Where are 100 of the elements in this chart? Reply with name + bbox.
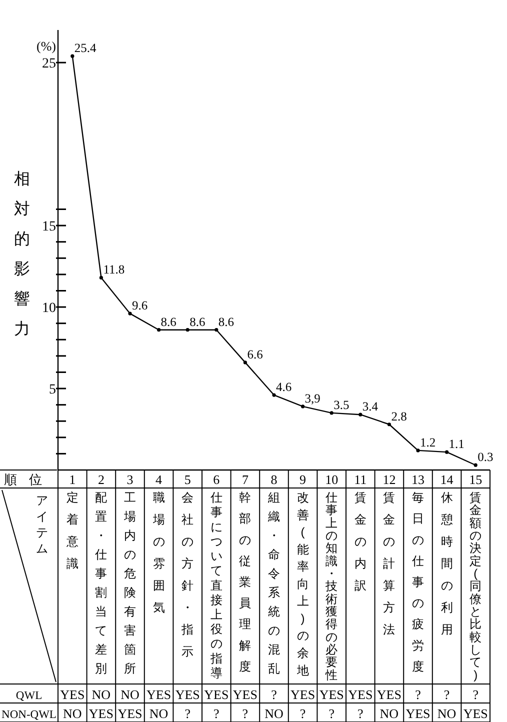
text: NO (63, 706, 82, 721)
point (445, 450, 449, 454)
point (330, 411, 334, 415)
x-tick-label: 6 (213, 472, 220, 487)
text: ? (472, 687, 479, 702)
text: アイテム (36, 494, 48, 556)
data-label: 3.5 (334, 398, 350, 412)
text: YES (175, 687, 200, 702)
text: QWL (16, 690, 42, 702)
x-tick-label: 12 (382, 472, 396, 487)
data-label: 2.8 (391, 409, 407, 424)
data-label: 3,9 (304, 391, 320, 406)
text: YES (376, 687, 402, 702)
text: 配置・仕事割当て差別 (95, 490, 108, 676)
x-tick-label: 15 (469, 472, 482, 487)
text: NO (120, 687, 140, 702)
x-tick-label: 1 (69, 472, 76, 487)
data-label: 1.2 (420, 435, 436, 450)
data-label: 4.6 (276, 380, 292, 394)
text: 賃金の計算方法 (383, 490, 396, 637)
point (243, 360, 247, 364)
text: 幹部の従業員理解度 (239, 490, 252, 674)
point (358, 412, 362, 416)
x-tick-label: 13 (412, 472, 424, 487)
text: YES (232, 687, 258, 702)
text: YES (60, 687, 85, 702)
point (157, 328, 161, 332)
data-label: 0.3 (478, 450, 494, 464)
text: YES (406, 706, 430, 721)
y-axis-title: 相対的影響力 (14, 170, 30, 338)
point (128, 312, 132, 316)
x-tick-label: 11 (354, 472, 367, 487)
text: YES (88, 706, 114, 721)
text: YES (146, 687, 172, 702)
text: ? (358, 706, 364, 721)
text: 改善(能率向上)の余地 (296, 490, 309, 678)
text: 定着意識 (65, 490, 78, 571)
text: NO (380, 706, 399, 721)
text: 毎日の仕事の疲労度 (412, 490, 424, 674)
x-tick-label: 9 (300, 472, 306, 487)
text: ? (300, 706, 306, 721)
y-tick-label: 5 (49, 382, 56, 398)
text: ? (214, 706, 220, 721)
data-label: 11.8 (103, 262, 125, 277)
text: 仕事について直接上役の指導 (210, 490, 222, 680)
text: ? (184, 706, 191, 721)
text: ? (444, 687, 450, 702)
data-label: 6.6 (247, 347, 263, 362)
text: 会社の方針・指示 (180, 490, 194, 659)
data-label: 8.6 (190, 314, 206, 329)
text: 組織・命令系統の混乱 (268, 490, 280, 676)
y-tick-label: 10 (42, 301, 56, 316)
point (99, 276, 103, 280)
point (186, 328, 190, 332)
x-tick-label: 3 (126, 472, 134, 487)
text: 順位 (4, 472, 54, 487)
point (214, 328, 218, 332)
text: YES (319, 687, 344, 702)
data-label: 3.4 (362, 400, 379, 414)
x-tick-label: 2 (98, 472, 104, 487)
point (70, 54, 74, 58)
x-tick-label: 5 (184, 472, 191, 487)
data-label: 9.6 (132, 298, 148, 313)
text: YES (118, 706, 142, 721)
data-label: 8.6 (218, 314, 234, 329)
text: YES (463, 706, 488, 721)
text: NO (437, 706, 456, 721)
x-tick-label: 4 (156, 472, 163, 487)
x-tick-label: 8 (270, 472, 278, 487)
x-tick-label: 10 (325, 472, 338, 487)
text: ? (242, 706, 248, 721)
text: ? (271, 687, 278, 702)
point (387, 422, 391, 426)
data-label: 8.6 (160, 314, 176, 329)
point (474, 463, 478, 467)
text: YES (204, 687, 229, 702)
point (272, 393, 276, 397)
text: NO (149, 706, 168, 721)
text: 仕事上の知識・技術獲得の必要性 (326, 490, 338, 682)
x-tick-label: 7 (242, 472, 249, 487)
text: YES (348, 687, 373, 702)
text: 賃金の内訳 (354, 490, 366, 593)
data-label: 1.1 (448, 437, 464, 452)
text: NON-QWL (2, 709, 56, 721)
text: YES (290, 687, 316, 702)
text: NO (264, 706, 284, 721)
y-tick-label: 15 (42, 220, 56, 235)
y-tick-label: 25 (42, 56, 56, 72)
text: ? (328, 706, 335, 721)
text: 休憩時間の利用 (440, 490, 453, 637)
text: 賃金額の決定(同僚と比較して) (470, 490, 482, 682)
text: (%) (36, 38, 56, 54)
data-label: 25.4 (74, 41, 98, 56)
text: ? (415, 687, 422, 702)
x-tick-label: 14 (440, 472, 454, 487)
text: 職場の雰囲気 (152, 490, 165, 615)
text: 工場内の危険有害箇所 (124, 490, 136, 676)
point (301, 404, 305, 408)
point (416, 448, 420, 452)
text: NO (92, 687, 111, 702)
